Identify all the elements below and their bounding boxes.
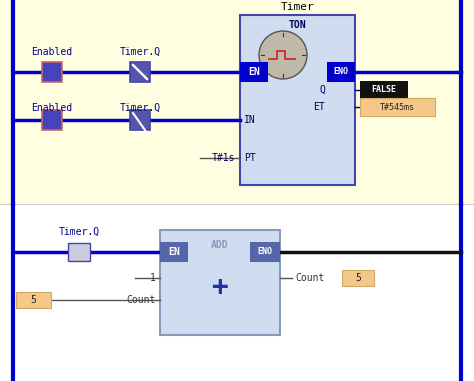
Bar: [42, 62, 62, 82]
Text: 5: 5: [30, 295, 36, 305]
Bar: [130, 62, 150, 82]
Text: Timer.Q: Timer.Q: [119, 103, 161, 113]
Text: Count: Count: [127, 295, 156, 305]
Text: EN: EN: [248, 67, 260, 77]
Bar: [250, 242, 280, 262]
Bar: [327, 62, 355, 82]
Bar: [160, 230, 280, 335]
Bar: [342, 270, 374, 286]
Bar: [16, 292, 51, 308]
Bar: [240, 15, 355, 185]
Text: ADD: ADD: [211, 240, 229, 250]
Text: 1: 1: [150, 273, 156, 283]
Text: ENO: ENO: [334, 67, 348, 77]
Bar: [160, 242, 188, 262]
Text: Timer: Timer: [281, 2, 314, 12]
Text: Q: Q: [319, 85, 325, 95]
Text: TON: TON: [289, 20, 306, 30]
Text: T#545ms: T#545ms: [380, 102, 414, 112]
Bar: [130, 110, 150, 130]
Bar: [0, 0, 474, 204]
Text: Enabled: Enabled: [31, 47, 73, 57]
Text: EN: EN: [168, 247, 180, 257]
Bar: [360, 98, 435, 116]
Text: PT: PT: [244, 153, 256, 163]
Text: +: +: [211, 274, 228, 301]
Text: Timer.Q: Timer.Q: [119, 47, 161, 57]
Text: Timer.Q: Timer.Q: [58, 227, 100, 237]
Text: ENO: ENO: [257, 248, 273, 256]
Bar: [360, 81, 408, 99]
Text: 5: 5: [355, 273, 361, 283]
Text: T#1s: T#1s: [211, 153, 235, 163]
Text: ET: ET: [313, 102, 325, 112]
Text: Count: Count: [295, 273, 324, 283]
Text: IN: IN: [244, 115, 256, 125]
Bar: [0, 204, 474, 381]
Text: FALSE: FALSE: [372, 85, 396, 94]
Circle shape: [259, 31, 307, 79]
Text: Enabled: Enabled: [31, 103, 73, 113]
Bar: [240, 62, 268, 82]
Bar: [42, 110, 62, 130]
Bar: [68, 243, 90, 261]
